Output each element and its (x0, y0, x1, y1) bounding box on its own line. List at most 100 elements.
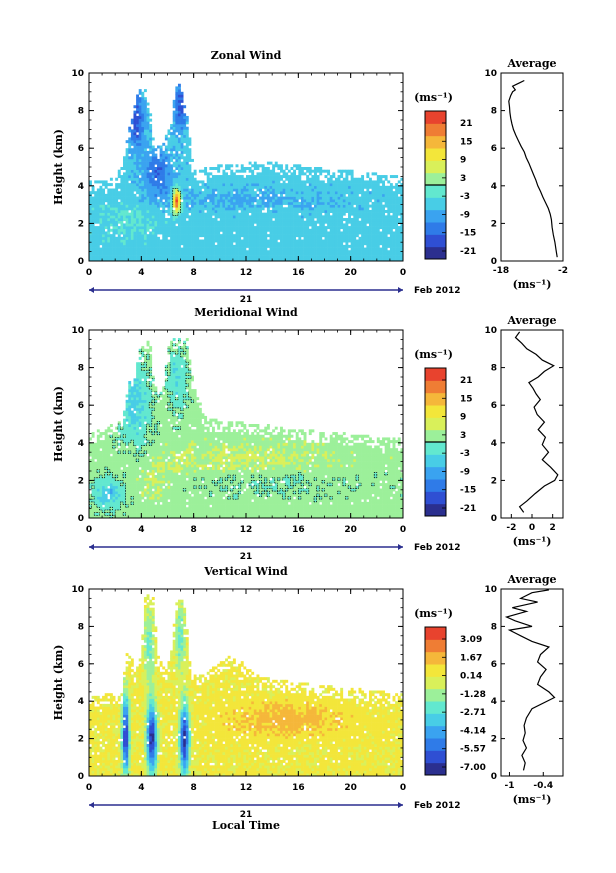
heatmap-cell (201, 199, 205, 203)
heatmap-cell (180, 191, 184, 195)
heatmap-cell (128, 226, 132, 230)
heatmap-cell (164, 196, 168, 200)
heatmap-cell (266, 207, 270, 211)
heatmap-cell (123, 226, 126, 230)
heatmap-cell (94, 242, 98, 246)
heatmap-cell (350, 185, 354, 189)
heatmap-cell (327, 172, 331, 176)
heatmap-cell (151, 239, 155, 243)
heatmap-cell (201, 250, 205, 254)
heatmap-cell (128, 244, 132, 248)
heatmap-cell (185, 126, 189, 130)
heatmap-cell (107, 469, 111, 473)
heatmap-cell (177, 255, 181, 259)
heatmap-cell (143, 129, 147, 133)
heatmap-cell (172, 172, 176, 176)
heatmap-cell (311, 196, 315, 200)
heatmap-cell (188, 153, 192, 157)
heatmap-cell (400, 239, 404, 243)
heatmap-cell (120, 236, 124, 240)
heatmap-cell (170, 209, 174, 213)
heatmap-cell (170, 196, 174, 200)
heatmap-cell (125, 153, 129, 157)
heatmap-cell (180, 99, 184, 103)
heatmap-cell (371, 201, 375, 205)
heatmap-cell (264, 239, 268, 243)
heatmap-cell (170, 220, 174, 224)
heatmap-cell (151, 199, 155, 203)
heatmap-cell (96, 193, 100, 197)
heatmap-cell (397, 201, 401, 205)
heatmap-cell (342, 180, 346, 184)
heatmap-cell (219, 218, 223, 222)
heatmap-cell (232, 250, 236, 254)
heatmap-cell (162, 183, 166, 187)
heatmap-cell (107, 258, 111, 262)
heatmap-cell (96, 199, 100, 203)
heatmap-cell (243, 231, 247, 235)
heatmap-cell (340, 234, 344, 238)
heatmap-cell (209, 226, 213, 230)
heatmap-cell (175, 115, 179, 119)
heatmap-cell (295, 199, 299, 203)
heatmap-cell (136, 183, 140, 187)
heatmap-cell (342, 252, 346, 256)
heatmap-cell (348, 185, 351, 189)
heatmap-cell (316, 236, 320, 240)
heatmap-cell (125, 247, 129, 251)
heatmap-cell (164, 236, 168, 240)
heatmap-cell (316, 191, 320, 195)
heatmap-cell (248, 242, 252, 246)
heatmap-cell (170, 132, 174, 136)
heatmap-cell (340, 236, 344, 240)
heatmap-cell (287, 212, 291, 216)
heatmap-cell (123, 426, 126, 430)
heatmap-cell (332, 201, 336, 205)
heatmap-cell (387, 204, 391, 208)
heatmap-cell (209, 177, 213, 181)
heatmap-cell (109, 480, 113, 484)
heatmap-cell (91, 499, 95, 503)
heatmap-cell (280, 169, 283, 173)
heatmap-cell (117, 215, 121, 219)
heatmap-cell (143, 196, 147, 200)
heatmap-cell (151, 150, 155, 154)
heatmap-cell (353, 193, 357, 197)
heatmap-cell (128, 410, 132, 414)
heatmap-cell (128, 496, 132, 500)
heatmap-cell (342, 207, 346, 211)
heatmap-cell (198, 185, 202, 189)
heatmap-cell (368, 220, 372, 224)
heatmap-cell (180, 188, 184, 192)
heatmap-cell (235, 231, 239, 235)
colorbar-tick-label: 15 (460, 137, 473, 147)
heatmap-cell (115, 220, 119, 224)
heatmap-cell (355, 255, 359, 259)
heatmap-cell (125, 448, 129, 452)
heatmap-cell (104, 488, 108, 492)
heatmap-cell (206, 183, 210, 187)
heatmap-cell (91, 432, 95, 436)
heatmap-cell (295, 242, 299, 246)
heatmap-cell (230, 199, 234, 203)
heatmap-cell (146, 177, 150, 181)
heatmap-cell (337, 234, 341, 238)
heatmap-cell (397, 255, 401, 259)
heatmap-cell (146, 124, 150, 128)
heatmap-cell (94, 252, 98, 256)
heatmap-cell (248, 226, 252, 230)
heatmap-cell (246, 231, 249, 235)
heatmap-cell (102, 512, 105, 516)
heatmap-cell (141, 204, 145, 208)
heatmap-cell (280, 191, 283, 195)
heatmap-cell (277, 242, 281, 246)
heatmap-cell (235, 220, 239, 224)
heatmap-cell (201, 196, 205, 200)
heatmap-cell (196, 218, 200, 222)
heatmap-cell (136, 150, 140, 154)
heatmap-cell (374, 193, 378, 197)
heatmap-cell (287, 250, 291, 254)
heatmap-cell (392, 239, 396, 243)
heatmap-cell (353, 231, 357, 235)
